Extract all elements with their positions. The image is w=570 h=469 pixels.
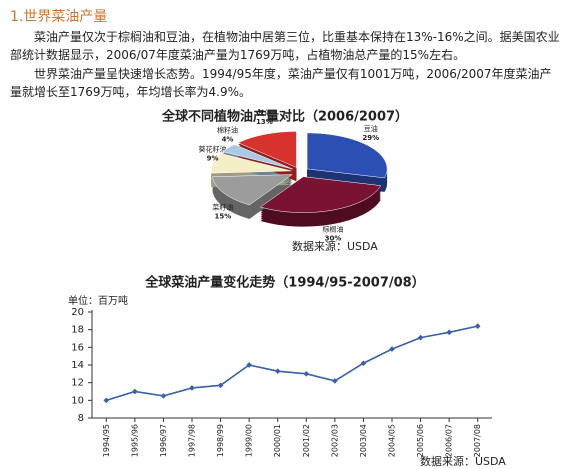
x-tick-label: 2004/05	[388, 424, 397, 457]
y-tick-label: 18	[71, 325, 84, 336]
y-tick-label: 10	[71, 395, 84, 406]
pie-slice	[212, 174, 294, 206]
pie-slice	[210, 153, 292, 174]
line-marker	[417, 334, 424, 341]
pie-label: 棕榈油	[322, 225, 343, 234]
x-tick-label: 2005/06	[416, 424, 425, 457]
line-title: 全球菜油产量变化走势（1994/95-2007/08）	[144, 275, 424, 291]
pie-value-label: 30%	[325, 235, 342, 243]
pie-value-label: 9%	[207, 155, 219, 163]
x-tick-label: 1994/95	[102, 424, 111, 457]
x-tick-label: 1996/97	[159, 424, 168, 457]
pie-slice	[259, 176, 382, 213]
pie-slice	[237, 131, 297, 168]
x-tick-label: 1999/00	[245, 424, 254, 457]
line-marker	[217, 382, 224, 389]
pie-label: 其他	[257, 108, 271, 117]
x-tick-label: 2000/01	[273, 424, 282, 457]
pie-value-label: 29%	[362, 134, 379, 142]
line-marker	[389, 346, 395, 352]
line-marker	[474, 323, 481, 329]
pie-slice	[306, 132, 388, 179]
line-marker	[360, 360, 367, 367]
y-tick-label: 8	[78, 413, 84, 424]
pie-slice	[222, 144, 293, 170]
pie-label: 棉籽油	[217, 125, 238, 134]
line-series	[106, 325, 478, 402]
y-tick-label: 14	[71, 360, 84, 371]
pie-source: 数据来源：USDA	[292, 239, 378, 253]
line-marker	[274, 368, 281, 375]
y-tick-label: 12	[71, 378, 84, 389]
y-axis-label: 单位：百万吨	[68, 294, 128, 307]
line-source: 数据来源：USDA	[420, 454, 506, 468]
pie-label: 葵花籽油	[199, 145, 227, 154]
line-marker	[446, 329, 452, 336]
x-tick-label: 2006/07	[445, 424, 454, 457]
pie-label: 菜籽油	[212, 203, 233, 212]
line-marker	[103, 397, 110, 404]
x-tick-label: 2007/08	[473, 424, 482, 457]
x-tick-label: 2002/03	[330, 424, 339, 457]
x-tick-label: 1997/98	[188, 424, 197, 457]
pie-value-label: 13%	[256, 118, 273, 126]
line-marker	[246, 362, 252, 368]
paragraph: 世界菜油产量呈快速增长态势。1994/95年度，菜油产量仅有1001万吨，200…	[10, 67, 552, 99]
y-tick-label: 20	[71, 307, 84, 318]
pie-title: 全球不同植物油产量对比（2006/2007）	[161, 109, 408, 125]
x-tick-label: 2001/02	[302, 424, 311, 457]
line-marker	[303, 371, 310, 377]
line-marker	[132, 388, 138, 395]
pie-value-label: 15%	[214, 213, 231, 221]
x-tick-label: 2003/04	[359, 424, 368, 457]
x-tick-label: 1998/99	[216, 424, 225, 457]
paragraph: 菜油产量仅次于棕榈油和豆油，在植物油中居第三位，比重基本保持在13%-16%之间…	[10, 30, 560, 62]
heading: 1.世界菜油产量	[10, 9, 108, 25]
y-tick-label: 16	[71, 342, 84, 353]
line-marker	[332, 378, 338, 384]
pie-label: 豆油	[364, 124, 378, 133]
x-tick-label: 1995/96	[130, 424, 139, 457]
line-marker	[160, 393, 167, 399]
line-marker	[189, 385, 195, 391]
pie-value-label: 4%	[222, 135, 234, 143]
